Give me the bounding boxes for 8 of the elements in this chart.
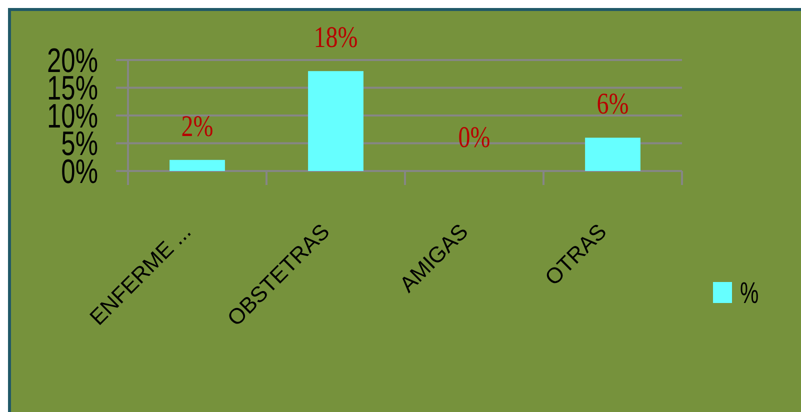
legend-label: % <box>740 278 759 310</box>
data-label: 2% <box>181 109 214 143</box>
data-label: 6% <box>596 87 629 120</box>
data-label: 0% <box>458 120 490 154</box>
bar <box>308 71 364 171</box>
bar <box>170 160 225 171</box>
bar <box>585 138 640 171</box>
data-label: 18% <box>314 20 358 54</box>
